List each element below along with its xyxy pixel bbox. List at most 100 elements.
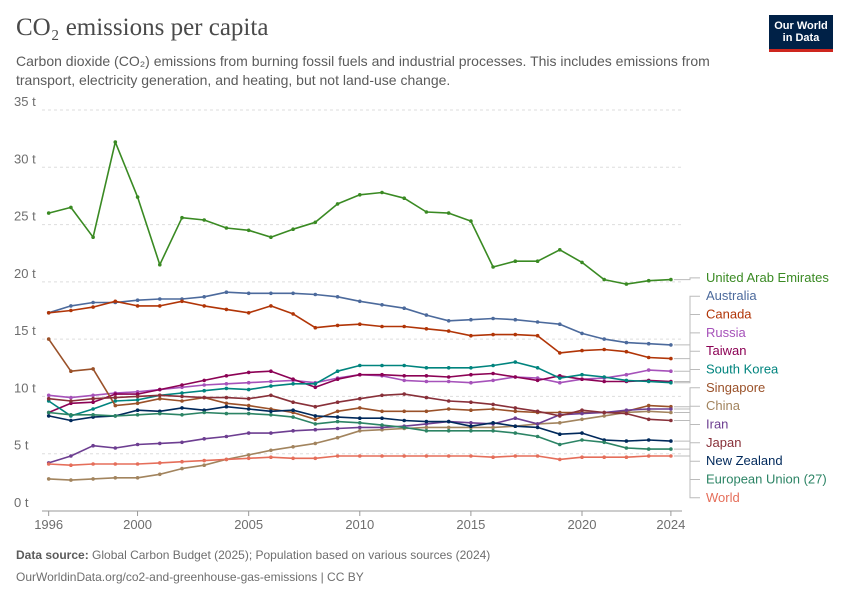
x-tick-label: 2020 xyxy=(568,517,597,532)
series-label[interactable]: South Korea xyxy=(706,362,779,377)
data-point xyxy=(246,370,251,375)
data-point xyxy=(424,313,429,317)
data-point xyxy=(335,295,340,299)
data-point xyxy=(46,211,51,215)
data-point xyxy=(491,378,495,383)
source-url[interactable]: OurWorldinData.org/co2-and-greenhouse-ga… xyxy=(16,570,364,584)
series-label[interactable]: Australia xyxy=(706,288,757,303)
series-china[interactable] xyxy=(46,409,673,482)
x-tick-label: 2000 xyxy=(123,517,152,532)
data-point xyxy=(513,406,518,410)
series-label[interactable]: United Arab Emirates xyxy=(706,270,829,285)
label-connector xyxy=(673,420,700,444)
data-point xyxy=(291,445,295,449)
data-point xyxy=(669,369,673,374)
series-united-arab-emirates[interactable] xyxy=(46,140,673,286)
data-point xyxy=(224,374,229,378)
data-point xyxy=(135,394,140,399)
data-point xyxy=(91,462,95,466)
series-label[interactable]: New Zealand xyxy=(706,453,783,468)
series-label[interactable]: World xyxy=(706,490,740,505)
data-point xyxy=(335,454,340,458)
series-label[interactable]: European Union (27) xyxy=(706,472,827,487)
series-european-union-27-[interactable] xyxy=(46,410,673,451)
data-point xyxy=(224,411,229,416)
data-point xyxy=(469,219,473,223)
data-point xyxy=(135,304,140,308)
data-point xyxy=(180,459,184,464)
data-point xyxy=(246,431,251,435)
data-point xyxy=(602,375,606,379)
data-point xyxy=(224,404,229,409)
data-point xyxy=(602,440,606,445)
data-point xyxy=(491,371,495,376)
series-label[interactable]: Iran xyxy=(706,417,728,432)
data-point xyxy=(424,429,429,433)
series-label[interactable]: Japan xyxy=(706,435,741,450)
data-point xyxy=(558,376,562,380)
data-point xyxy=(358,429,362,433)
data-point xyxy=(380,409,384,414)
owid-logo[interactable]: Our World in Data xyxy=(769,15,833,52)
data-point xyxy=(469,421,473,425)
data-point xyxy=(135,408,140,413)
data-point xyxy=(491,316,495,321)
series-label[interactable]: Singapore xyxy=(706,380,765,395)
data-point xyxy=(269,431,273,435)
data-point xyxy=(113,299,118,304)
data-point xyxy=(402,374,407,378)
data-point xyxy=(602,410,606,415)
legend-labels[interactable]: United Arab Emirates Australia Canada Russi… xyxy=(673,270,829,505)
series-australia[interactable] xyxy=(46,290,673,347)
data-point xyxy=(646,417,651,422)
data-point xyxy=(269,304,273,308)
data-point xyxy=(424,425,429,430)
data-point xyxy=(535,366,540,370)
data-point xyxy=(224,307,229,312)
data-point xyxy=(91,396,95,401)
data-point xyxy=(380,416,384,421)
x-tick-label: 2015 xyxy=(456,517,485,532)
data-point xyxy=(513,416,518,421)
data-point xyxy=(646,403,651,408)
data-point xyxy=(269,369,273,374)
data-point xyxy=(69,463,73,468)
data-point xyxy=(446,407,451,411)
data-point xyxy=(135,462,140,466)
data-point xyxy=(646,278,651,283)
data-point xyxy=(335,415,340,419)
data-point xyxy=(424,374,429,378)
series-label[interactable]: Taiwan xyxy=(706,343,746,358)
data-point xyxy=(246,380,251,385)
series-label[interactable]: China xyxy=(706,398,741,413)
data-point xyxy=(224,457,229,462)
data-point xyxy=(269,448,273,453)
label-connector xyxy=(673,408,700,425)
data-point xyxy=(446,211,451,215)
data-point xyxy=(558,248,562,252)
x-tick-label: 2010 xyxy=(345,517,374,532)
data-point xyxy=(624,378,629,383)
data-point xyxy=(358,454,362,458)
source-note: Data source: Global Carbon Budget (2025)… xyxy=(16,548,490,562)
data-point xyxy=(180,406,184,410)
data-point xyxy=(291,227,295,231)
series-label[interactable]: Canada xyxy=(706,307,752,322)
series-label[interactable]: Russia xyxy=(706,325,747,340)
chart-title: CO₂ emissions per capita xyxy=(16,14,269,41)
data-point xyxy=(246,456,251,461)
data-point xyxy=(469,380,473,385)
data-point xyxy=(358,372,362,377)
series-world[interactable] xyxy=(46,454,673,468)
data-point xyxy=(535,409,540,414)
data-point xyxy=(380,393,384,398)
data-point xyxy=(158,461,162,465)
data-point xyxy=(113,392,118,396)
data-point xyxy=(424,409,429,414)
data-point xyxy=(180,399,184,403)
data-point xyxy=(491,425,495,430)
data-point xyxy=(313,427,318,432)
series-canada[interactable] xyxy=(46,299,673,361)
data-point xyxy=(446,375,451,379)
series-japan[interactable] xyxy=(46,392,673,423)
